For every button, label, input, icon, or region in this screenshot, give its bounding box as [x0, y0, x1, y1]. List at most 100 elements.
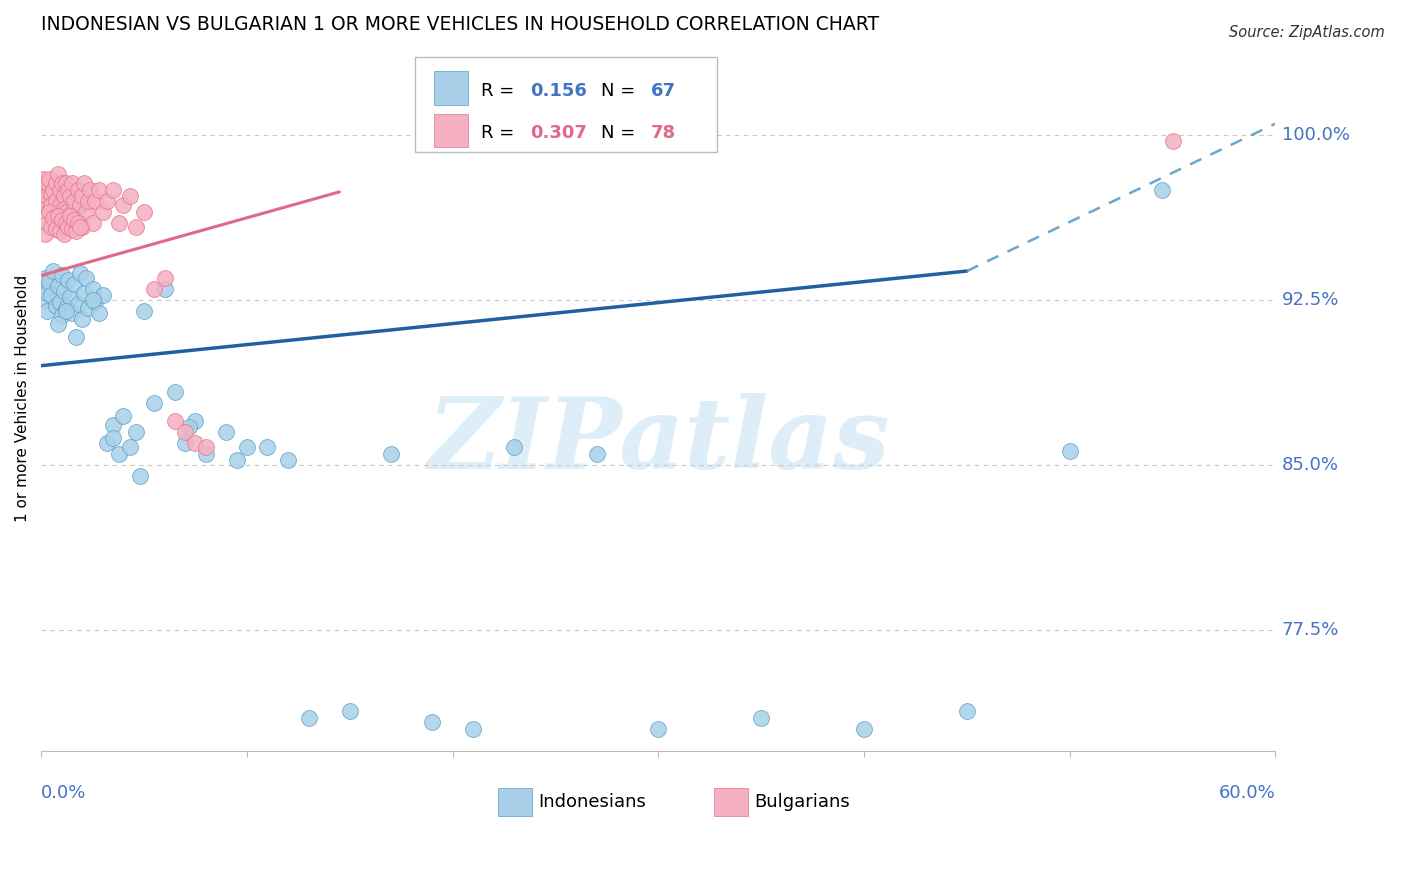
Point [56, 183, 79, 197]
Point [48, 183, 70, 197]
Point [44, 176, 66, 190]
Point [37, 189, 59, 203]
Point [163, 414, 186, 428]
Point [339, 704, 361, 718]
Point [34, 198, 56, 212]
Point [42, 264, 65, 278]
Point [46, 279, 69, 293]
Point [749, 711, 772, 725]
Text: 0.0%: 0.0% [41, 784, 87, 803]
Point [69, 266, 91, 280]
Text: 60.0%: 60.0% [1219, 784, 1275, 803]
Point [51, 268, 73, 283]
Point [41, 198, 63, 212]
Point [65, 330, 87, 344]
Point [51, 176, 73, 190]
Point [77, 194, 100, 208]
Text: 77.5%: 77.5% [1281, 621, 1339, 639]
Point [48, 198, 70, 212]
Point [256, 440, 278, 454]
Point [118, 189, 141, 203]
Point [37, 286, 59, 301]
Point [46, 167, 69, 181]
Point [96, 194, 118, 208]
Point [46, 209, 69, 223]
Point [420, 715, 443, 730]
Text: N =: N = [602, 124, 641, 142]
Point [63, 277, 86, 292]
Point [56, 273, 79, 287]
Point [55, 303, 77, 318]
Point [1161, 134, 1184, 148]
Point [41, 220, 63, 235]
Point [67, 216, 90, 230]
Text: 0.156: 0.156 [530, 82, 586, 100]
Point [67, 183, 90, 197]
Point [38, 171, 60, 186]
Point [184, 435, 207, 450]
Point [82, 282, 104, 296]
Point [55, 176, 77, 190]
Point [956, 704, 979, 718]
Point [38, 204, 60, 219]
Point [51, 211, 73, 226]
Point [194, 447, 217, 461]
Point [380, 447, 402, 461]
Point [132, 204, 155, 219]
Point [46, 204, 69, 219]
Point [41, 187, 63, 202]
Point [65, 224, 87, 238]
Point [585, 447, 607, 461]
Point [32, 282, 55, 296]
Point [59, 189, 82, 203]
Point [56, 220, 79, 235]
Point [48, 294, 70, 309]
Point [52, 227, 75, 241]
Text: 100.0%: 100.0% [1281, 126, 1350, 144]
Point [72, 312, 94, 326]
Point [82, 216, 104, 230]
Point [63, 213, 86, 227]
Point [503, 440, 526, 454]
Point [75, 270, 97, 285]
Point [48, 224, 70, 238]
Point [87, 183, 110, 197]
Point [73, 286, 96, 301]
Text: R =: R = [481, 124, 519, 142]
Point [1152, 183, 1174, 197]
Point [461, 722, 484, 736]
Point [52, 189, 75, 203]
Point [42, 183, 65, 197]
Point [69, 198, 91, 212]
Text: R =: R = [481, 82, 519, 100]
Point [60, 204, 83, 219]
FancyBboxPatch shape [433, 113, 468, 147]
Point [128, 468, 150, 483]
Text: N =: N = [602, 82, 641, 100]
Text: Source: ZipAtlas.com: Source: ZipAtlas.com [1229, 25, 1385, 40]
Point [236, 440, 259, 454]
Point [34, 183, 56, 197]
Point [125, 220, 148, 235]
Text: 67: 67 [651, 82, 676, 100]
Point [32, 171, 55, 186]
Point [125, 425, 148, 439]
Point [75, 204, 97, 219]
Point [163, 385, 186, 400]
Point [215, 425, 238, 439]
Point [69, 220, 91, 235]
Point [647, 722, 669, 736]
Point [83, 294, 105, 309]
Point [72, 189, 94, 203]
Point [60, 222, 83, 236]
Point [174, 425, 197, 439]
FancyBboxPatch shape [498, 788, 533, 816]
Point [32, 194, 55, 208]
Point [77, 301, 100, 316]
Point [118, 440, 141, 454]
Point [55, 301, 77, 316]
Point [87, 306, 110, 320]
Point [42, 211, 65, 226]
Text: ZIPatlas: ZIPatlas [427, 392, 890, 489]
Point [101, 418, 124, 433]
